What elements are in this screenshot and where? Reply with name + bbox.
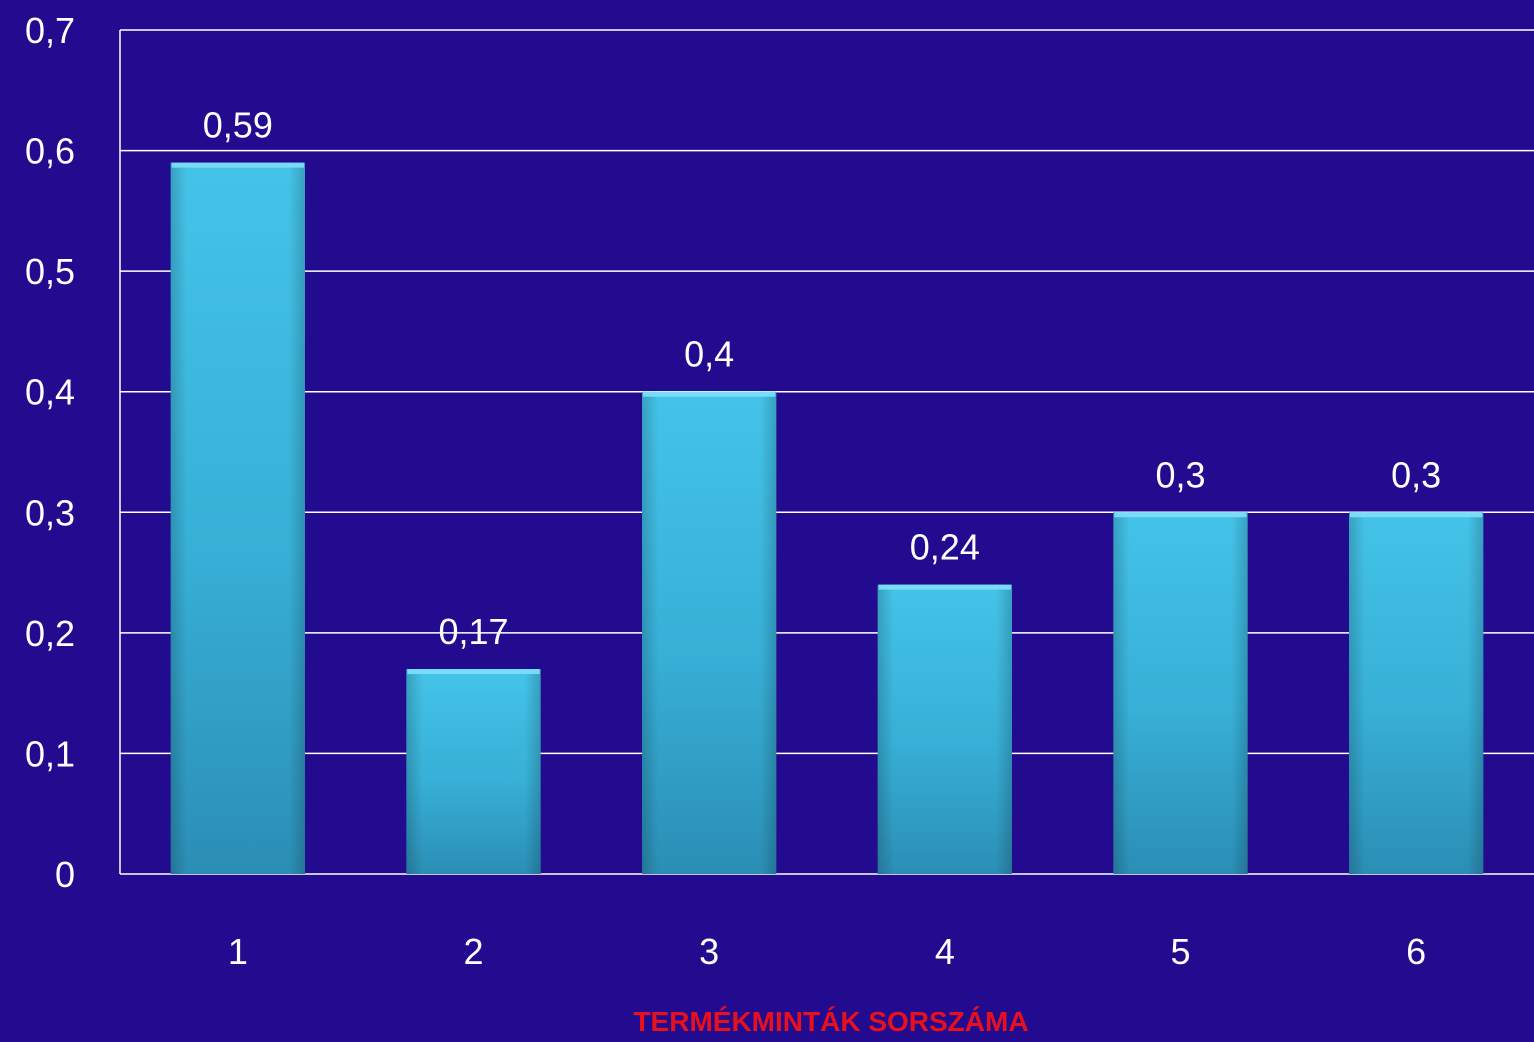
x-tick-label: 4 xyxy=(935,931,955,972)
x-tick-label: 5 xyxy=(1170,931,1190,972)
data-labels: 0,59 0,17 0,4 0,24 0,3 0,3 xyxy=(203,105,1441,652)
gridlines xyxy=(119,29,1534,875)
x-axis-title: TERMÉKMINTÁK SORSZÁMA xyxy=(633,1006,1028,1037)
bar xyxy=(406,669,541,874)
y-tick-label: 0,6 xyxy=(25,131,75,172)
data-label: 0,3 xyxy=(1155,454,1205,495)
data-label: 0,59 xyxy=(203,105,273,146)
y-tick-label: 0,2 xyxy=(25,613,75,654)
y-tick-label: 0,7 xyxy=(25,10,75,51)
y-tick-label: 0,5 xyxy=(25,251,75,292)
x-tick-label: 6 xyxy=(1406,931,1426,972)
x-tick-label: 3 xyxy=(699,931,719,972)
bar xyxy=(877,584,1012,874)
data-label: 0,4 xyxy=(684,334,734,375)
data-label: 0,3 xyxy=(1391,454,1441,495)
data-label: 0,17 xyxy=(438,611,508,652)
bar xyxy=(1349,512,1484,874)
x-axis-tick-labels: 1 2 3 4 5 6 xyxy=(228,931,1426,972)
x-tick-label: 1 xyxy=(228,931,248,972)
bar xyxy=(170,162,305,875)
y-axis-tick-labels: 0 0,1 0,2 0,3 0,4 0,5 0,6 0,7 xyxy=(25,10,75,895)
y-tick-label: 0 xyxy=(55,854,75,895)
data-label: 0,24 xyxy=(910,527,980,568)
y-tick-label: 0,3 xyxy=(25,492,75,533)
bar xyxy=(642,391,777,874)
y-tick-label: 0,1 xyxy=(25,733,75,774)
bar xyxy=(1113,512,1248,874)
y-tick-label: 0,4 xyxy=(25,372,75,413)
x-tick-label: 2 xyxy=(463,931,483,972)
bars xyxy=(170,162,1484,875)
